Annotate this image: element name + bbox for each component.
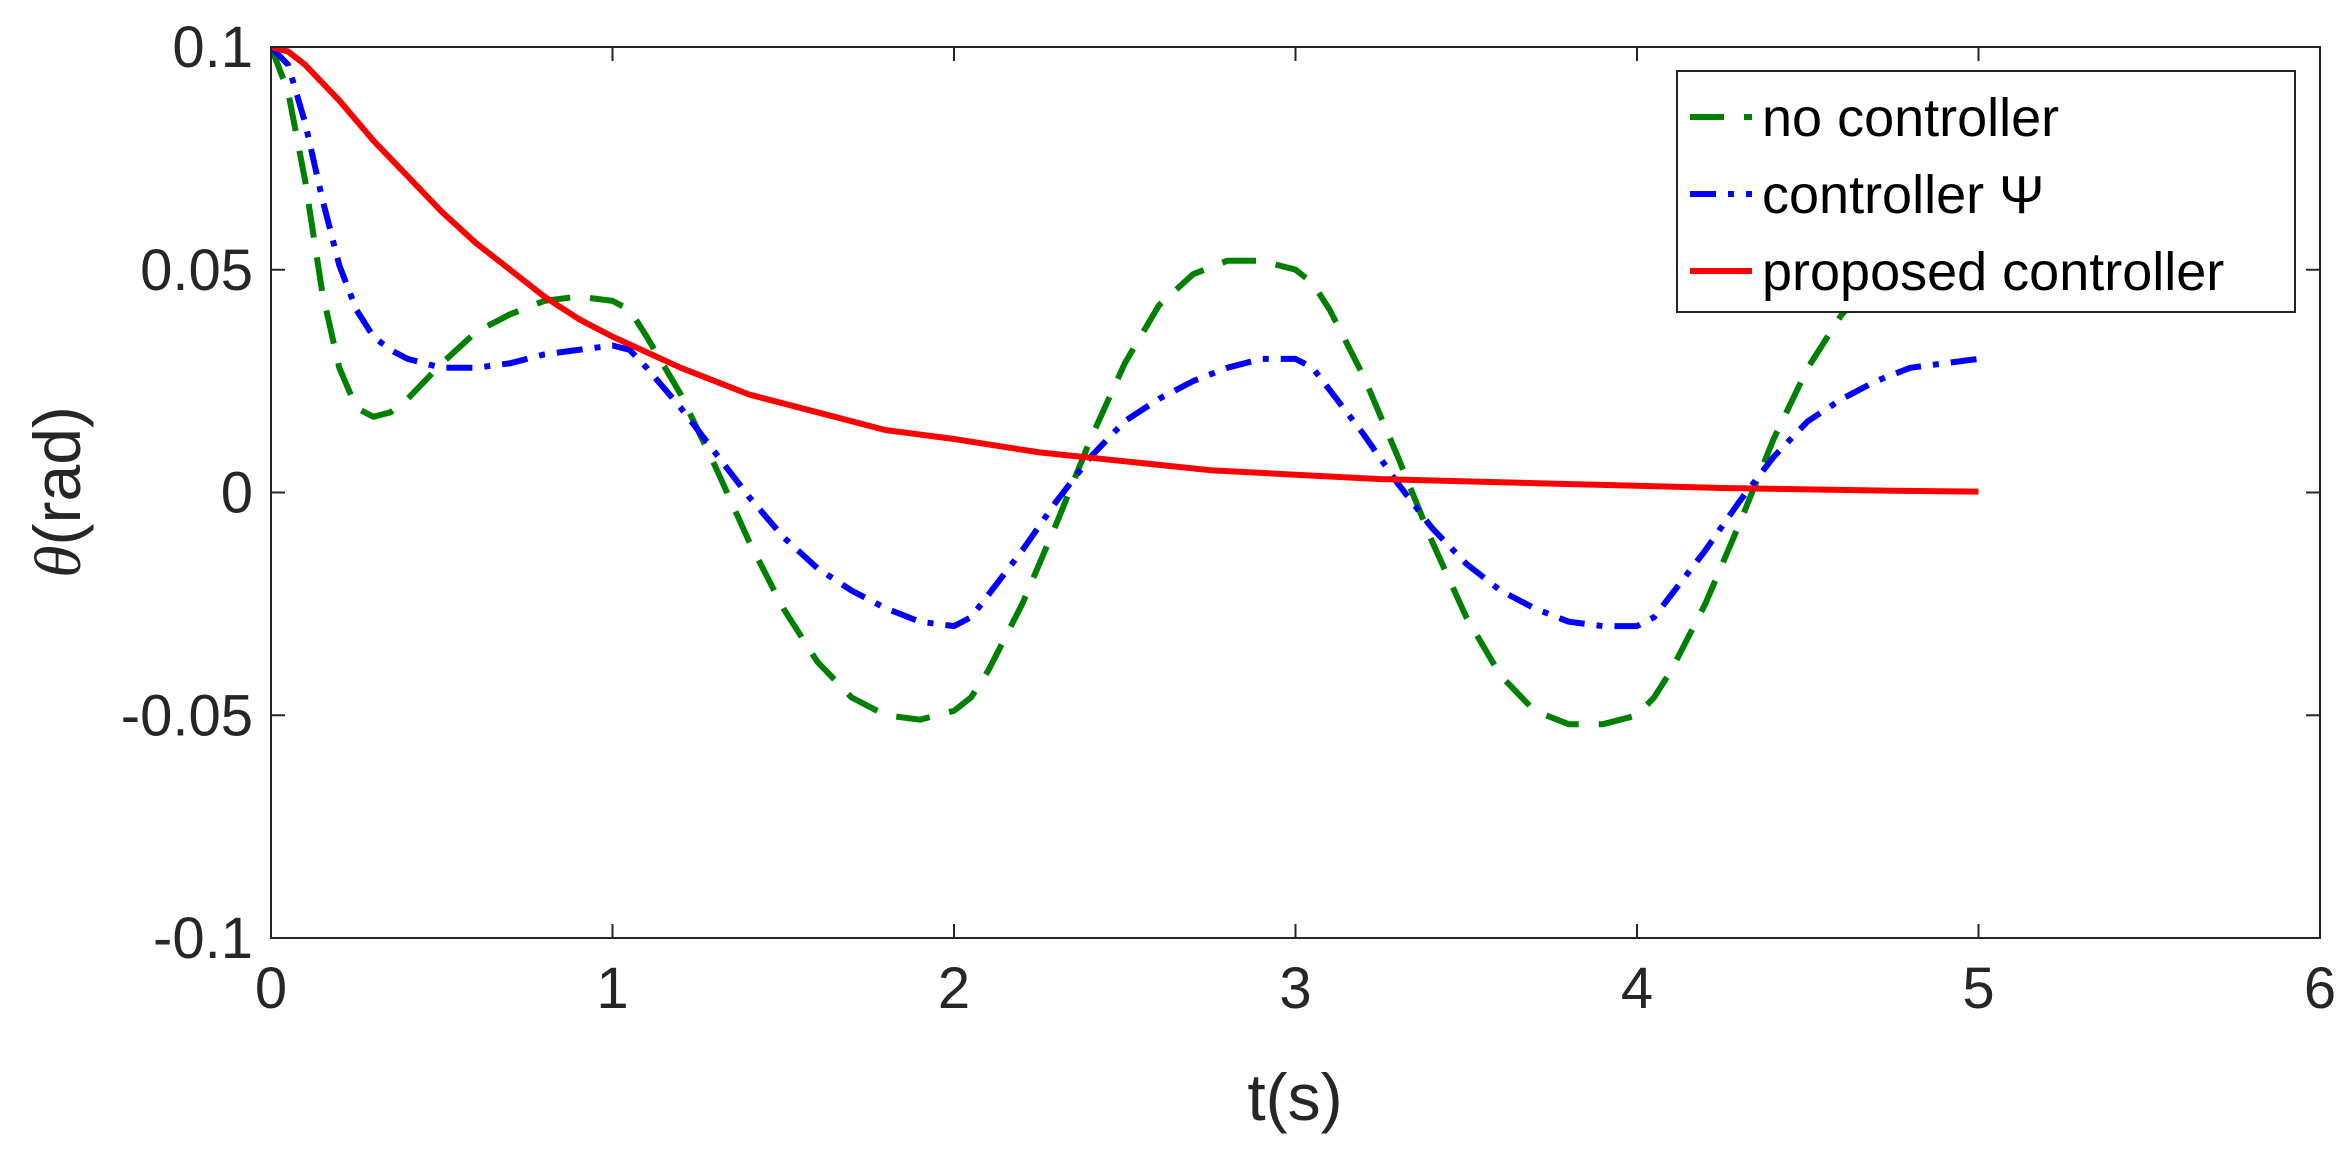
y-axis-title: θ(rad) <box>20 406 95 578</box>
legend-label-3: proposed controller <box>1762 242 2224 302</box>
legend-label-2: controller Ψ <box>1762 165 2044 225</box>
x-axis-title: t(s) <box>1247 1060 1342 1134</box>
series-layer <box>271 47 1979 728</box>
legend-label-1: no controller <box>1762 88 2059 148</box>
y-tick-label: -0.1 <box>153 906 253 971</box>
y-tick-label: -0.05 <box>121 683 253 748</box>
x-tick-label: 6 <box>2304 956 2336 1021</box>
x-tick-label: 5 <box>1962 956 1994 1021</box>
series-line-3 <box>271 47 1979 495</box>
y-axis-unit: (rad) <box>20 406 94 545</box>
y-tick-label: 0 <box>221 461 253 526</box>
legend-box <box>1676 70 2296 313</box>
series-line-2 <box>271 47 1979 630</box>
y-axis-symbol: θ <box>22 545 95 577</box>
y-tick-label: 0.1 <box>172 15 253 80</box>
ticks-layer: 0 1 2 3 4 5 6 -0.1 -0.05 0 0.05 0.1 <box>121 15 2336 1021</box>
legend: no controller controller Ψ proposed contro… <box>1676 70 2296 313</box>
y-tick-label: 0.05 <box>140 238 253 303</box>
x-tick-label: 4 <box>1621 956 1653 1021</box>
x-tick-label: 2 <box>938 956 970 1021</box>
series-line-1 <box>271 47 1862 728</box>
x-tick-label: 1 <box>596 956 628 1021</box>
x-tick-label: 3 <box>1279 956 1311 1021</box>
x-tick-label: 0 <box>255 956 287 1021</box>
